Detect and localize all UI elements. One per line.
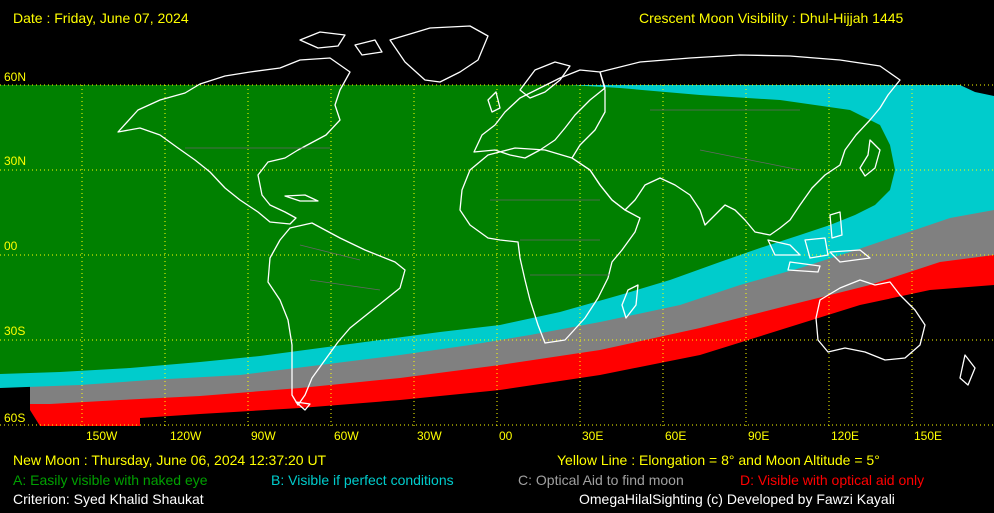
country-borders	[185, 109, 801, 291]
coastline-asia	[571, 54, 901, 236]
new-moon-label: New Moon : Thursday, June 06, 2024 12:37…	[13, 452, 327, 468]
coastline-cuba	[284, 194, 319, 202]
lat-lon-grid	[0, 84, 994, 426]
lon-label-120w: 120W	[170, 429, 202, 443]
coastline-australia	[815, 279, 926, 361]
coastline-indonesia	[767, 237, 871, 273]
coastline-greenland	[389, 25, 489, 83]
coastline-tierra-del-fuego	[295, 401, 311, 411]
legend-d: D: Visible with optical aid only	[740, 472, 925, 488]
lon-label-60e: 60E	[665, 429, 687, 443]
coastline-scandinavia	[519, 61, 571, 99]
lat-label-60s: 60S	[4, 411, 26, 425]
legend-a: A: Easily visible with naked eye	[13, 472, 208, 488]
lon-label-00: 00	[499, 429, 513, 443]
criterion-label: Criterion: Syed Khalid Shaukat	[13, 491, 204, 507]
visibility-zones	[0, 85, 994, 426]
coastline-new-zealand	[959, 354, 976, 386]
lat-label-00: 00	[4, 239, 18, 253]
lat-label-60n: 60N	[4, 70, 27, 84]
coastline-madagascar	[621, 284, 639, 319]
date-label: Date : Friday, June 07, 2024	[13, 10, 189, 26]
coastline-north-america	[117, 57, 351, 225]
lon-label-150e: 150E	[914, 429, 943, 443]
lon-label-90w: 90W	[251, 429, 276, 443]
night-cap	[960, 85, 994, 96]
coastlines	[117, 25, 976, 411]
coastline-japan	[859, 139, 881, 177]
coastline-philippines	[829, 211, 843, 239]
lon-label-30e: 30E	[582, 429, 604, 443]
legend-c: C: Optical Aid to find moon	[518, 472, 684, 488]
lon-label-30w: 30W	[417, 429, 442, 443]
yellow-line-label: Yellow Line : Elongation = 8° and Moon A…	[557, 452, 880, 468]
lon-label-150w: 150W	[86, 429, 118, 443]
lon-label-60w: 60W	[334, 429, 359, 443]
lat-label-30n: 30N	[4, 154, 27, 168]
coastline-britain	[487, 91, 501, 113]
legend-b: B: Visible if perfect conditions	[271, 472, 454, 488]
map-title: Crescent Moon Visibility : Dhul-Hijjah 1…	[639, 10, 904, 26]
coastline-south-america	[267, 222, 406, 406]
lon-label-120e: 120E	[831, 429, 860, 443]
lon-label-90e: 90E	[748, 429, 770, 443]
zone-a-naked-eye	[0, 85, 895, 374]
lat-label-30s: 30S	[4, 324, 26, 338]
credit-label: OmegaHilalSighting (c) Developed by Fawz…	[579, 491, 895, 507]
coastline-canada-islands	[299, 31, 383, 56]
